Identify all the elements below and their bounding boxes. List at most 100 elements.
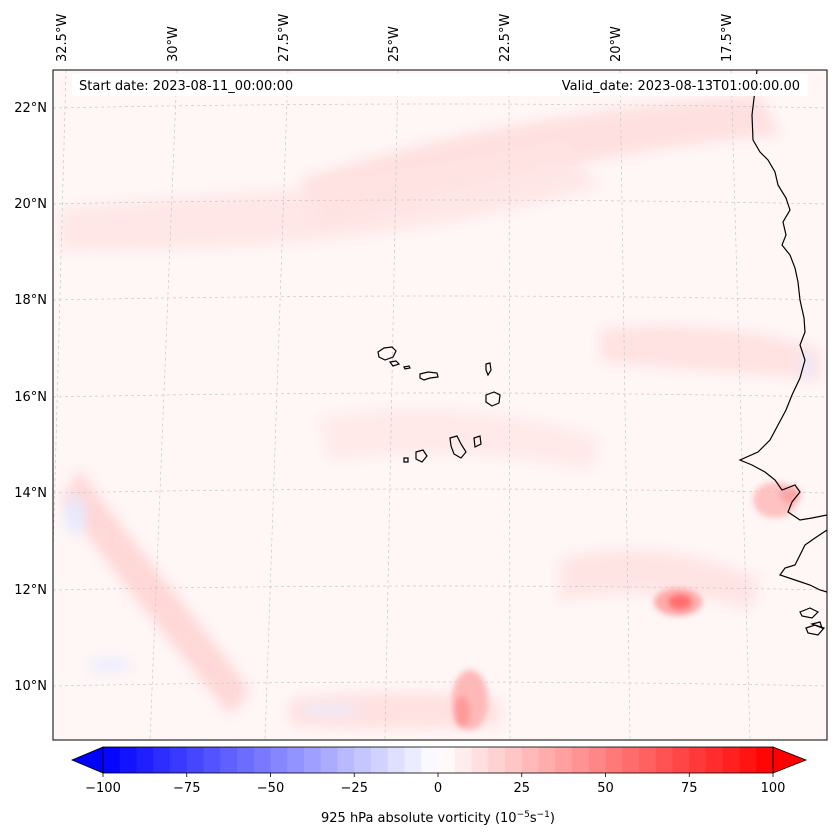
colorbar-swatch	[622, 747, 640, 773]
colorbar-swatches	[103, 747, 774, 773]
colorbar-swatch	[371, 747, 389, 773]
colorbar-tick-label: 25	[513, 781, 530, 796]
map-frame	[52, 69, 828, 741]
colorbar-swatch	[605, 747, 623, 773]
coastline	[377, 70, 827, 636]
colorbar-swatch	[438, 747, 456, 773]
vorticity-patch-southeast	[560, 549, 760, 610]
colorbar-swatch	[354, 747, 372, 773]
colorbar-swatch	[689, 747, 707, 773]
colorbar-swatch	[521, 747, 539, 773]
lon-label: 20°W	[609, 26, 624, 62]
colorbar-swatch	[572, 747, 590, 773]
colorbar-tick-label: −75	[173, 781, 200, 796]
colorbar-swatch	[287, 747, 305, 773]
cape-verde-brava	[403, 457, 409, 463]
colorbar-swatch	[203, 747, 221, 773]
cape-verde-santa-luzia	[403, 365, 411, 370]
cape-verde-santiago	[449, 435, 467, 459]
lat-label: 20°N	[14, 197, 47, 212]
africa-coastline-south	[779, 529, 827, 593]
colorbar-swatch	[538, 747, 556, 773]
colorbar-swatch	[756, 747, 774, 773]
colorbar-tick-label: 50	[597, 781, 614, 796]
colorbar-swatch	[304, 747, 322, 773]
colorbar-tick-label: −100	[85, 781, 121, 796]
colorbar-tick-label: 75	[681, 781, 698, 796]
colorbar-swatch	[588, 747, 606, 773]
colorbar-swatch	[639, 747, 657, 773]
colorbar-swatch	[220, 747, 238, 773]
colorbar-swatch	[320, 747, 338, 773]
header-info-strip	[72, 74, 808, 96]
negative-vorticity-patch-east	[800, 351, 812, 379]
lat-label: 22°N	[14, 101, 47, 116]
lat-label: 16°N	[14, 390, 47, 405]
lon-label: 27.5°W	[277, 14, 292, 62]
negative-vorticity-patch-south	[300, 705, 360, 715]
lat-label: 14°N	[14, 486, 47, 501]
vorticity-band-east	[600, 326, 820, 380]
colorbar-swatch	[270, 747, 288, 773]
colorbar-swatch	[119, 747, 137, 773]
colorbar-swatch	[337, 747, 355, 773]
colorbar-tick-label: −25	[341, 781, 368, 796]
cape-verde-fogo	[415, 449, 428, 463]
gridlines	[53, 70, 827, 740]
valid-date-label: Valid_date: 2023-08-13T01:00:00.00	[562, 79, 800, 94]
colorbar-swatch	[655, 747, 673, 773]
colorbar-tick-label: −50	[257, 781, 284, 796]
colorbar-tick-label: 0	[434, 781, 442, 796]
colorbar-swatch	[421, 747, 439, 773]
cape-verde-sao-vicente	[388, 360, 401, 367]
longitude-labels: 32.5°W 30°W 27.5°W 25°W 22.5°W 20°W 17.5…	[55, 14, 735, 62]
negative-vorticity-patch-west	[65, 495, 85, 535]
start-date-label: Start date: 2023-08-11_00:00:00	[79, 79, 293, 94]
cape-verde-boa-vista	[485, 391, 501, 407]
lon-label: 25°W	[387, 26, 402, 62]
colorbar-swatch	[739, 747, 757, 773]
colorbar-swatch	[505, 747, 523, 773]
colorbar-swatch	[471, 747, 489, 773]
colorbar-swatch	[672, 747, 690, 773]
negative-vorticity-patch-southwest	[88, 659, 132, 671]
map-panel: Start date: 2023-08-11_00:00:00 Valid_da…	[52, 69, 828, 741]
lon-label: 22.5°W	[498, 14, 513, 62]
colorbar-extend-arrow-min	[70, 746, 104, 774]
lat-label: 10°N	[14, 679, 47, 694]
cape-verde-maio	[473, 435, 482, 448]
colorbar-swatch	[555, 747, 573, 773]
lat-label: 12°N	[14, 583, 47, 598]
colorbar-swatch	[387, 747, 405, 773]
colorbar-swatch	[103, 747, 121, 773]
colorbar-extend-arrow-max	[772, 746, 808, 774]
cape-verde-sal	[485, 362, 492, 377]
colorbar-swatch	[253, 747, 271, 773]
colorbar-swatch	[722, 747, 740, 773]
colorbar-swatch	[404, 747, 422, 773]
latitude-labels: 22°N 20°N 18°N 16°N 14°N 12°N 10°N	[14, 101, 47, 694]
vorticity-max-coast-core	[780, 486, 800, 504]
lat-label: 18°N	[14, 293, 47, 308]
colorbar-tick-label: 100	[761, 781, 786, 796]
colorbar-swatch	[706, 747, 724, 773]
vorticity-band-south	[290, 692, 500, 729]
cape-verde-santo-antao	[377, 346, 397, 361]
lon-label: 30°W	[166, 26, 181, 62]
colorbar-swatch	[454, 747, 472, 773]
colorbar-swatch	[170, 747, 188, 773]
colorbar-swatch	[136, 747, 154, 773]
cape-verde-sao-nicolau	[419, 371, 439, 381]
vorticity-max-southeast-core	[668, 594, 692, 610]
africa-coastline	[738, 70, 827, 521]
colorbar-swatch	[186, 747, 204, 773]
vorticity-patch-central	[320, 409, 600, 470]
colorbar-swatch	[488, 747, 506, 773]
colorbar: −100 −75 −50 −25 0 25 50 75 100 925 hPa absolute…	[70, 746, 808, 826]
colorbar-ticks: −100 −75 −50 −25 0 25 50 75 100	[85, 773, 785, 796]
colorbar-swatch	[237, 747, 255, 773]
vorticity-max-south-core	[454, 696, 470, 728]
colorbar-label: 925 hPa absolute vorticity (10−5s−1)	[321, 810, 555, 826]
bijagos-islands	[799, 607, 826, 636]
